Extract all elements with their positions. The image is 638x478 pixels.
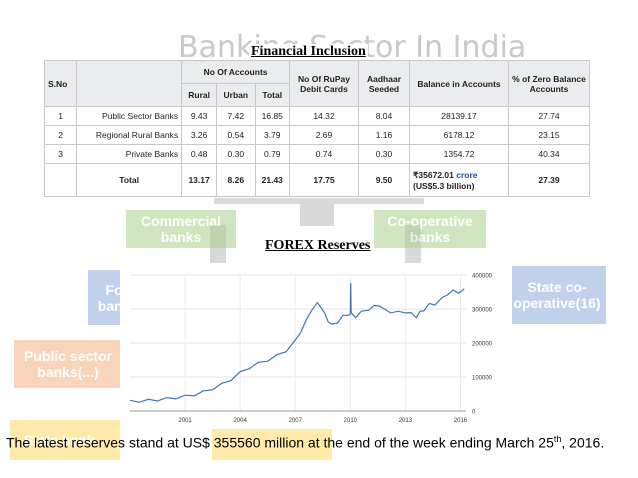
- cell-total: 0.79: [254, 144, 291, 164]
- state-cooperative-box: State co-operative(16): [508, 266, 606, 324]
- cell-bank: Regional Rural Banks: [76, 125, 183, 145]
- cell-total: 3.79: [254, 125, 291, 145]
- header-bank-blank: [76, 60, 183, 107]
- diagram-connector: [300, 196, 334, 226]
- cell-rupay: 17.75: [289, 163, 359, 197]
- cell-rural: 9.43: [181, 106, 218, 126]
- table-row: 3 Private Banks 0.48 0.30 0.79 0.74 0.30…: [43, 144, 590, 164]
- state-bank-box: State bank...: [10, 420, 120, 460]
- cell-zero: 23.15: [508, 125, 590, 145]
- header-total: Total: [254, 83, 291, 107]
- crore-link[interactable]: crore: [456, 169, 478, 180]
- cell-zero: 27.74: [508, 106, 590, 126]
- cell-rural: 3.26: [181, 125, 218, 145]
- x-tick-label: 2001: [178, 418, 192, 424]
- cell-urban: 0.54: [216, 125, 256, 145]
- y-tick-label: 300000: [472, 308, 493, 314]
- financial-inclusion-table-container: S.No No Of Accounts No Of RuPay Debit Ca…: [43, 60, 590, 198]
- cell-zero: 40.34: [508, 144, 590, 164]
- cell-aadhaar: 0.30: [358, 144, 410, 164]
- caption-superscript: th: [553, 434, 562, 444]
- cell-aadhaar: 1.16: [358, 125, 410, 145]
- cell-aadhaar: 9.50: [358, 163, 410, 197]
- cooperative-banks-box: Co-operative banks: [374, 210, 486, 248]
- cell-zero: 27.39: [508, 163, 590, 197]
- y-tick-label: 0: [472, 410, 476, 416]
- cell-rural: 0.48: [181, 144, 218, 164]
- caption-text-end: , 2016.: [561, 434, 605, 451]
- cell-balance: 6178.12: [409, 125, 509, 145]
- header-urban: Urban: [216, 83, 256, 107]
- header-balance: Balance in Accounts: [409, 60, 509, 107]
- balance-usd: (US$5.3 billion): [413, 180, 475, 191]
- forex-chart-svg: 0 100000 200000 300000 400000 2001 2004 2007 20…: [129, 274, 493, 424]
- table-row: 1 Public Sector Banks 9.43 7.42 16.85 14…: [43, 106, 590, 126]
- cell-total: 21.43: [254, 163, 291, 197]
- cell-sno: 3: [43, 144, 78, 164]
- cell-sno: 1: [43, 106, 78, 126]
- cell-balance: 28139.17: [409, 106, 509, 126]
- header-accounts: No Of Accounts: [181, 60, 290, 84]
- balance-total-value: ₹35672.01: [413, 169, 454, 180]
- header-zero-balance: % of Zero Balance Accounts: [508, 60, 590, 107]
- header-rural: Rural: [181, 83, 218, 107]
- caption-text: The latest reserves stand at US$ 355560 …: [6, 434, 554, 451]
- x-tick-label: 2004: [233, 418, 247, 424]
- cell-sno-blank: [43, 163, 78, 197]
- cell-urban: 0.30: [216, 144, 256, 164]
- financial-inclusion-table: S.No No Of Accounts No Of RuPay Debit Ca…: [43, 60, 590, 197]
- header-aadhaar: Aadhaar Seeded: [358, 60, 410, 107]
- x-tick-label: 2016: [454, 418, 468, 424]
- cell-bank: Public Sector Banks: [76, 106, 183, 126]
- cell-bank: Private Banks: [76, 144, 183, 164]
- y-tick-label: 400000: [472, 274, 493, 280]
- x-tick-label: 2007: [289, 418, 303, 424]
- cell-balance: 1354.72: [409, 144, 509, 164]
- y-tick-label: 200000: [472, 342, 493, 348]
- forex-series-line: [129, 282, 465, 403]
- cell-rupay: 0.74: [289, 144, 359, 164]
- public-sector-banks-box: Public sector banks(...): [14, 340, 122, 388]
- table-row: 2 Regional Rural Banks 3.26 0.54 3.79 2.…: [43, 125, 590, 145]
- forex-caption: The latest reserves stand at US$ 355560 …: [6, 434, 636, 451]
- cell-total-label: Total: [76, 163, 183, 197]
- cell-rupay: 2.69: [289, 125, 359, 145]
- cell-urban: 8.26: [216, 163, 256, 197]
- forex-reserves-title: FOREX Reserves: [265, 238, 371, 253]
- x-tick-label: 2013: [399, 418, 413, 424]
- commercial-banks-box: Commercial banks: [126, 210, 236, 248]
- header-sno: S.No: [43, 60, 78, 107]
- forex-chart: 0 100000 200000 300000 400000 2001 2004 2007 20…: [120, 263, 512, 429]
- cell-urban: 7.42: [216, 106, 256, 126]
- header-rupay: No Of RuPay Debit Cards: [289, 60, 359, 107]
- cell-total: 16.85: [254, 106, 291, 126]
- x-tick-label: 2010: [344, 418, 358, 424]
- y-tick-label: 100000: [472, 376, 493, 382]
- table-total-row: Total 13.17 8.26 21.43 17.75 9.50 ₹35672…: [43, 163, 590, 197]
- cell-aadhaar: 8.04: [358, 106, 410, 126]
- cell-sno: 2: [43, 125, 78, 145]
- financial-inclusion-title: Financial Inclusion: [249, 44, 368, 60]
- cell-rural: 13.17: [181, 163, 218, 197]
- cell-rupay: 14.32: [289, 106, 359, 126]
- cell-balance-total: ₹35672.01 crore (US$5.3 billion): [409, 163, 509, 197]
